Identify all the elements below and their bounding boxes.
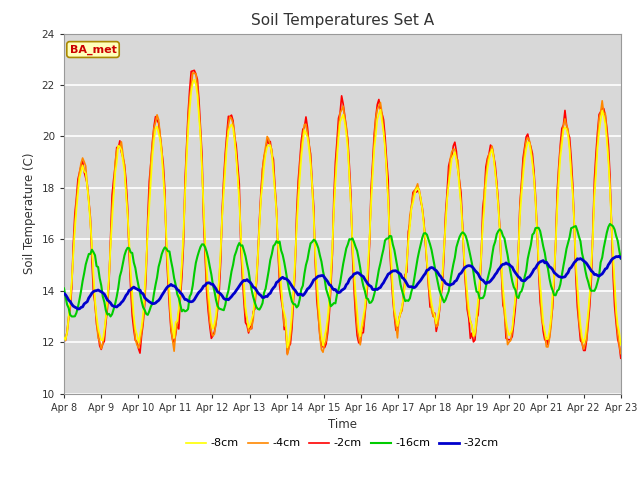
-2cm — [60, 337, 68, 343]
Text: BA_met: BA_met — [70, 44, 116, 55]
Line: -2cm: -2cm — [64, 71, 621, 358]
-4cm — [129, 302, 136, 308]
-4cm — [307, 156, 314, 162]
Title: Soil Temperatures Set A: Soil Temperatures Set A — [251, 13, 434, 28]
-8cm — [191, 77, 198, 83]
-8cm — [129, 290, 136, 296]
-32cm — [228, 294, 236, 300]
-16cm — [130, 260, 138, 265]
-32cm — [74, 306, 82, 312]
-2cm — [255, 217, 263, 223]
-32cm — [617, 255, 625, 261]
-32cm — [130, 284, 138, 290]
-32cm — [255, 291, 263, 297]
-16cm — [255, 307, 263, 312]
-4cm — [255, 220, 263, 226]
-4cm — [284, 352, 291, 358]
-8cm — [307, 162, 314, 168]
-4cm — [228, 116, 236, 121]
-8cm — [255, 224, 263, 230]
Line: -16cm: -16cm — [64, 224, 621, 316]
-2cm — [246, 323, 254, 329]
Legend: -8cm, -4cm, -2cm, -16cm, -32cm: -8cm, -4cm, -2cm, -16cm, -32cm — [182, 434, 503, 453]
-2cm — [191, 68, 198, 73]
-16cm — [68, 313, 76, 319]
-2cm — [129, 313, 136, 319]
-32cm — [305, 285, 313, 290]
-2cm — [617, 355, 625, 361]
Y-axis label: Soil Temperature (C): Soil Temperature (C) — [23, 153, 36, 275]
-2cm — [228, 112, 236, 118]
-8cm — [228, 121, 236, 127]
-4cm — [60, 338, 68, 344]
-16cm — [305, 248, 313, 253]
-16cm — [60, 286, 68, 291]
-4cm — [589, 226, 596, 231]
-16cm — [246, 278, 254, 284]
-32cm — [588, 268, 595, 274]
-2cm — [588, 276, 595, 282]
-4cm — [617, 351, 625, 357]
-8cm — [60, 335, 68, 340]
-32cm — [246, 279, 254, 285]
-16cm — [606, 221, 614, 227]
-8cm — [246, 322, 254, 327]
-2cm — [305, 142, 313, 147]
-8cm — [284, 345, 291, 350]
-8cm — [617, 342, 625, 348]
-16cm — [617, 256, 625, 262]
-8cm — [589, 236, 596, 241]
Line: -8cm: -8cm — [64, 80, 621, 348]
-4cm — [189, 70, 196, 75]
Line: -4cm: -4cm — [64, 72, 621, 355]
-16cm — [588, 288, 595, 294]
X-axis label: Time: Time — [328, 418, 357, 431]
-32cm — [60, 290, 68, 296]
Line: -32cm: -32cm — [64, 256, 621, 309]
-16cm — [228, 268, 236, 274]
-4cm — [246, 326, 254, 332]
-32cm — [616, 253, 623, 259]
